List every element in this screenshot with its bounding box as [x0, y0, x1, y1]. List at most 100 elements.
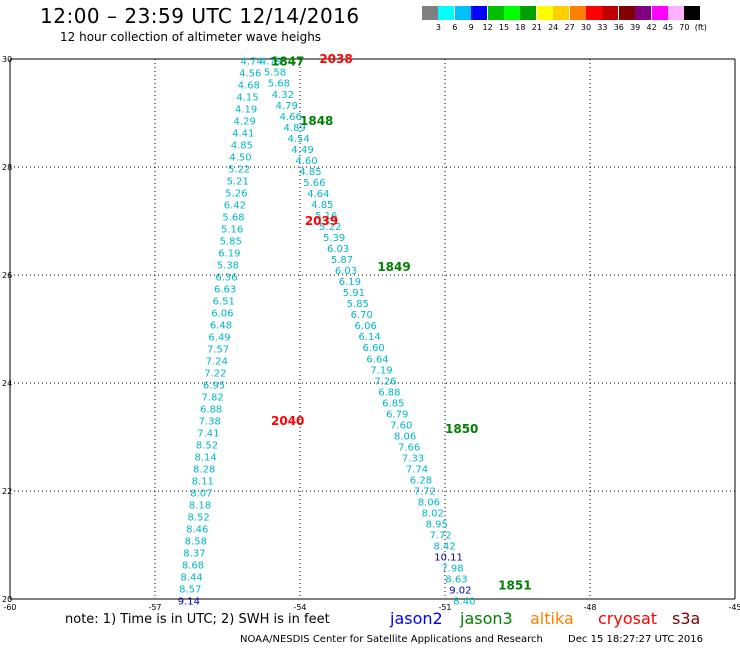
- swh-value-label: 5.38: [217, 261, 239, 272]
- colorbar-label: 45: [662, 23, 674, 32]
- swh-value-label: 8.07: [190, 489, 212, 500]
- swh-value-label: 8.14: [194, 453, 216, 464]
- colorbar-swatch: [536, 6, 553, 20]
- generated-timestamp: Dec 15 18:27:27 UTC 2016: [568, 634, 704, 645]
- colorbar-swatch: [586, 6, 602, 20]
- colorbar-swatch: [618, 6, 635, 20]
- swh-value-label: 5.85: [347, 299, 369, 310]
- swh-value-label: 5.68: [222, 213, 244, 224]
- colorbar-label: 70: [679, 23, 690, 32]
- swh-value-label: 7.22: [204, 369, 226, 380]
- colorbar-label: 15: [498, 23, 510, 32]
- colorbar-label: 9: [468, 23, 474, 32]
- swh-value-label: 4.15: [236, 93, 258, 104]
- swh-value-label: 4.85: [231, 141, 253, 152]
- swh-value-label: 9.02: [449, 586, 471, 597]
- pass-time-label: 1850: [445, 422, 478, 436]
- colorbar-label: 39: [630, 23, 641, 32]
- colorbar-swatch: [651, 6, 668, 20]
- colorbar-label: 36: [613, 23, 624, 32]
- swh-value-label: 8.63: [445, 575, 467, 586]
- colorbar-label: (ft): [694, 23, 707, 32]
- swh-value-label: 5.16: [221, 225, 243, 236]
- colorbar-swatch: [487, 6, 504, 20]
- y-tick-label: 26: [2, 271, 12, 280]
- pass-time-label: 1849: [377, 260, 410, 274]
- x-tick-label: -45: [728, 603, 740, 612]
- swh-value-label: 7.33: [402, 453, 424, 464]
- swh-value-label: 4.64: [307, 189, 329, 200]
- swh-value-label: 6.03: [327, 244, 349, 255]
- swh-value-label: 7.98: [441, 564, 463, 575]
- swh-value-label: 6.70: [351, 310, 373, 321]
- x-tick-label: -54: [293, 603, 306, 612]
- colorbar-label: 6: [452, 23, 458, 32]
- swh-value-label: 4.85: [311, 200, 333, 211]
- credit-text: NOAA/NESDIS Center for Satellite Applica…: [240, 634, 543, 645]
- swh-value-label: 4.19: [235, 105, 257, 116]
- pass-time-label: 2039: [305, 214, 338, 228]
- swh-value-label: 4.85: [299, 167, 321, 178]
- colorbar-swatch: [520, 6, 537, 20]
- swh-value-label: 6.95: [203, 381, 225, 392]
- swh-value-label: 8.58: [185, 537, 207, 548]
- legend-jason3: jason3: [460, 609, 513, 628]
- swh-value-label: 8.42: [433, 542, 455, 553]
- colorbar-label: 24: [548, 23, 559, 32]
- swh-value-label: 7.38: [199, 417, 221, 428]
- swh-value-label: 4.74: [241, 57, 263, 68]
- colorbar-label: 33: [597, 23, 608, 32]
- page-title: 12:00 – 23:59 UTC 12/14/2016: [40, 4, 360, 28]
- pass-time-label: 1847: [271, 55, 304, 69]
- swh-value-label: 4.32: [272, 90, 294, 101]
- swh-value-label: 6.79: [386, 409, 408, 420]
- swh-value-label: 4.50: [229, 153, 251, 164]
- colorbar-swatch: [454, 6, 471, 20]
- swh-value-label: 4.41: [232, 129, 254, 140]
- swh-value-label: 4.89: [284, 123, 306, 134]
- swh-value-label: 6.88: [378, 387, 400, 398]
- colorbar-label: 3: [435, 23, 441, 32]
- colorbar-swatch: [471, 6, 488, 20]
- y-tick-label: 28: [2, 163, 12, 172]
- pass-time-label: 1848: [300, 114, 333, 128]
- swh-value-label: 4.56: [239, 69, 261, 80]
- swh-value-label: 8.18: [189, 501, 211, 512]
- swh-value-label: 8.11: [192, 477, 214, 488]
- y-tick-label: 20: [2, 595, 12, 604]
- swh-value-label: 6.49: [208, 333, 230, 344]
- y-tick-label: 30: [2, 55, 12, 64]
- swh-value-label: 6.06: [355, 321, 377, 332]
- swh-value-label: 8.40: [453, 597, 475, 608]
- swh-value-label: 5.26: [225, 189, 247, 200]
- swh-value-label: 5.16: [315, 211, 337, 222]
- swh-value-label: 6.03: [335, 266, 357, 277]
- swh-value-label: 6.14: [359, 332, 381, 343]
- swh-value-label: 5.87: [331, 255, 353, 266]
- swh-value-label: 4.66: [280, 112, 302, 123]
- swh-value-label: 8.44: [180, 573, 202, 584]
- swh-value-label: 4.29: [234, 117, 256, 128]
- swh-value-label: 7.19: [370, 365, 392, 376]
- swh-value-label: 8.02: [422, 509, 444, 520]
- swh-value-label: 4.79: [260, 57, 282, 68]
- colorbar-label: 27: [564, 23, 575, 32]
- swh-value-label: 4.49: [291, 145, 313, 156]
- swh-value-label: 6.28: [410, 475, 432, 486]
- swh-value-label: 4.68: [238, 81, 260, 92]
- colorbar-label: 42: [646, 23, 657, 32]
- legend-s3a: s3a: [672, 609, 701, 628]
- swh-value-label: 7.66: [398, 442, 420, 453]
- swh-value-label: 7.72: [430, 531, 452, 542]
- x-tick-label: -51: [438, 603, 451, 612]
- swh-value-label: 6.36: [215, 273, 237, 284]
- chart-subtitle: 12 hour collection of altimeter wave hei…: [60, 30, 322, 44]
- swh-value-label: 4.60: [295, 156, 317, 167]
- swh-value-label: 7.72: [414, 486, 436, 497]
- pass-time-label: 1851: [498, 579, 531, 593]
- swh-value-label: 7.60: [390, 420, 412, 431]
- swh-value-label: 8.68: [182, 561, 204, 572]
- swh-value-label: 5.85: [220, 237, 242, 248]
- swh-value-label: 5.91: [343, 288, 365, 299]
- swh-value-label: 7.24: [206, 357, 228, 368]
